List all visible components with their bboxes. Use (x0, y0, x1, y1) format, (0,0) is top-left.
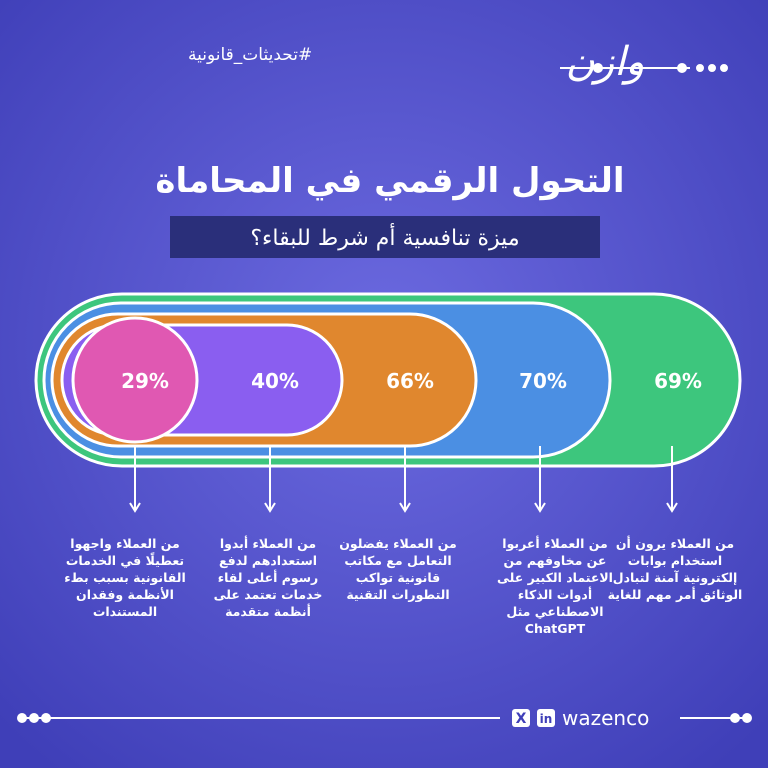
subtitle-box (170, 216, 600, 258)
description-line: القانونية بسبب بطء (64, 570, 186, 585)
subtitle: ميزة تنافسية أم شرط للبقاء؟ (250, 223, 519, 251)
logo-line (560, 63, 728, 73)
description-line: المستندات (93, 604, 157, 619)
svg-text:X: X (516, 711, 527, 727)
description-line: أدوات الذكاء (518, 586, 592, 602)
hashtag: #تحديثات_قانونية (188, 45, 312, 65)
description-line: من العملاء أعربوا (502, 535, 607, 551)
description-line: من العملاء يفضلون (339, 536, 457, 551)
description-line: قانونية تواكب (356, 570, 440, 585)
arrow-head (534, 502, 546, 513)
description-line: رسوم أعلى لقاء (218, 569, 319, 586)
description-line: أنظمة متقدمة (225, 603, 311, 619)
description-line: خدمات تعتمد على (214, 587, 323, 602)
description-line: تعطيلًا في الخدمات (66, 551, 184, 568)
value-label: 66% (386, 369, 434, 393)
svg-text:in: in (540, 712, 553, 726)
circle-pink (71, 316, 199, 444)
description-line: الاعتماد الكبير على (497, 570, 613, 585)
description-line: استخدام بوابات (628, 553, 722, 569)
arrow-head (666, 502, 678, 513)
description-line: إلكترونية آمنة لتبادل (613, 570, 738, 585)
description-line: عن مخاوفهم من (504, 553, 607, 568)
logo: وازن (565, 39, 644, 85)
arrow-head (264, 502, 276, 513)
description-line: الأنظمة وفقدان (76, 587, 174, 602)
description-line: ChatGPT (525, 621, 586, 636)
description-line: من العملاء يرون أن (616, 535, 734, 551)
arrow-head (129, 502, 141, 513)
arrow-head (399, 502, 411, 513)
value-label: 29% (121, 369, 169, 393)
footer-brand: wazenco (562, 706, 649, 730)
value-label: 69% (654, 369, 702, 393)
description-line: استعدادهم لدفع (219, 553, 317, 568)
description-line: الوثائق أمر مهم للغاية (608, 586, 743, 602)
footer-line (17, 713, 752, 723)
social-icons: X in (512, 709, 555, 727)
value-label: 70% (519, 369, 567, 393)
description-line: من العملاء واجهوا (70, 536, 179, 551)
description-line: من العملاء أبدوا (220, 535, 316, 551)
description-line: الاصطناعي مثل (506, 604, 603, 619)
description-line: التعامل مع مكاتب (344, 553, 451, 568)
pills (34, 292, 742, 468)
title: التحول الرقمي في المحاماة (155, 161, 624, 201)
value-label: 40% (251, 369, 299, 393)
description-line: التطورات التقنية (346, 587, 449, 602)
